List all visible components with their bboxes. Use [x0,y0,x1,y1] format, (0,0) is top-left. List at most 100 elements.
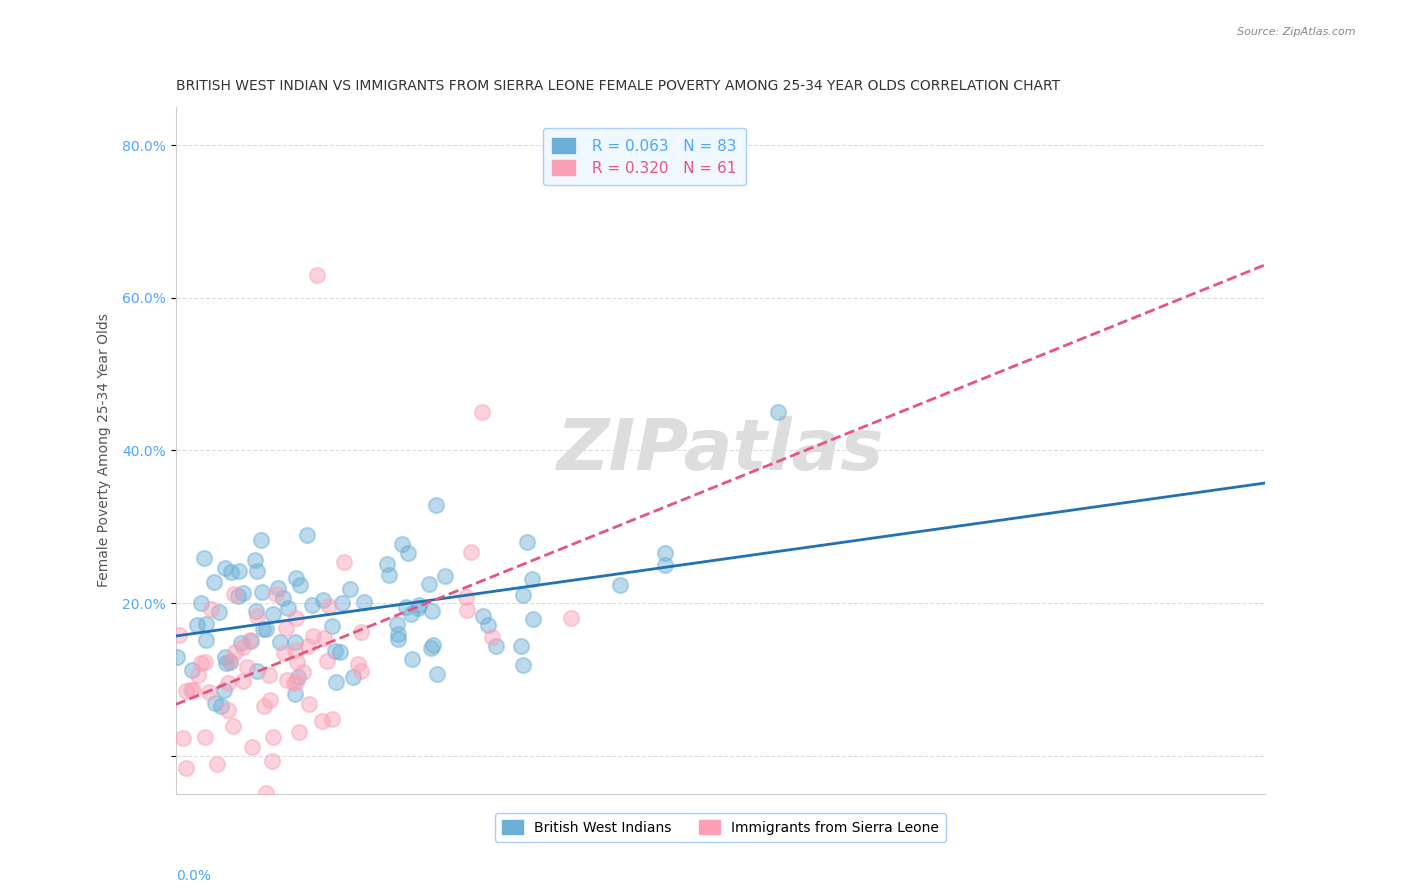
Point [276,673,298,688]
Point [214,650,236,665]
Y-axis label: Female Poverty Among 25-34 Year Olds: Female Poverty Among 25-34 Year Olds [97,313,111,588]
Point [654,546,676,560]
Point [200,602,222,616]
Point [218,655,240,669]
Point [246,608,269,623]
Point [408,598,430,612]
Point [333,555,356,569]
Point [456,591,478,605]
Point [243,553,266,567]
Point [252,623,274,637]
Point [226,590,249,604]
Point [323,644,346,658]
Point [190,656,212,670]
Point [228,564,250,578]
Point [288,724,311,739]
Point [274,621,297,635]
Point [285,611,308,625]
Point [321,619,343,633]
Point [301,629,323,643]
Point [262,607,284,622]
Point [260,754,283,768]
Text: Source: ZipAtlas.com: Source: ZipAtlas.com [1237,27,1355,37]
Point [232,640,254,654]
Point [257,667,280,681]
Point [267,581,290,595]
Point [215,656,238,670]
Point [401,652,423,666]
Point [387,617,409,632]
Point [283,634,305,648]
Point [350,624,373,639]
Point [312,593,335,607]
Point [471,405,494,419]
Point [259,693,281,707]
Point [217,675,239,690]
Point [426,666,449,681]
Point [522,612,544,626]
Point [197,685,219,699]
Point [232,674,254,689]
Point [315,654,337,668]
Point [231,586,253,600]
Point [418,577,440,591]
Point [387,627,409,641]
Point [219,653,242,667]
Point [295,528,318,542]
Point [522,572,544,586]
Point [481,630,503,644]
Point [353,595,375,609]
Point [472,609,495,624]
Point [456,602,478,616]
Point [190,596,212,610]
Point [283,675,305,690]
Point [378,567,401,582]
Point [166,649,188,664]
Point [301,598,323,612]
Point [292,665,315,680]
Point [391,537,413,551]
Point [477,618,499,632]
Point [298,697,321,711]
Point [311,714,333,728]
Point [396,546,419,560]
Point [174,761,197,775]
Point [325,675,347,690]
Point [406,600,429,615]
Point [167,627,190,641]
Point [222,587,245,601]
Point [329,645,352,659]
Point [262,730,284,744]
Legend: British West Indians, Immigrants from Sierra Leone: British West Indians, Immigrants from Si… [495,814,946,842]
Point [287,670,309,684]
Point [240,633,263,648]
Point [195,616,218,631]
Point [174,684,197,698]
Point [180,682,202,697]
Point [395,599,418,614]
Point [245,604,267,618]
Point [187,668,209,682]
Point [330,597,353,611]
Text: 0.0%: 0.0% [176,870,211,883]
Point [236,660,259,674]
Point [375,557,398,571]
Point [284,687,307,701]
Point [269,635,291,649]
Point [239,633,262,648]
Point [277,600,299,615]
Point [346,657,368,671]
Point [202,574,225,589]
Point [312,631,335,645]
Point [172,731,194,746]
Point [231,635,253,649]
Point [284,643,307,657]
Point [254,786,277,800]
Point [321,712,343,726]
Point [560,610,582,624]
Point [318,599,340,614]
Point [509,639,531,653]
Point [205,756,228,771]
Point [420,604,443,618]
Point [224,645,246,659]
